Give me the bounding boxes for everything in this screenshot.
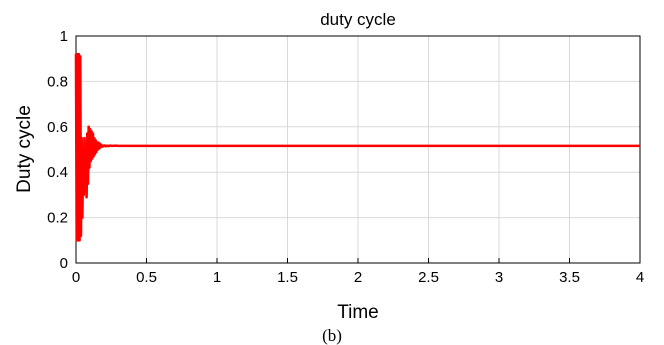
x-tick-label: 2.5 bbox=[418, 269, 439, 286]
x-tick-label: 0 bbox=[72, 269, 80, 286]
y-tick-label: 0 bbox=[60, 255, 68, 272]
y-tick-label: 0.4 bbox=[47, 164, 68, 181]
x-tick-label: 1.5 bbox=[277, 269, 298, 286]
y-tick-label: 1 bbox=[60, 28, 68, 45]
grid bbox=[76, 36, 640, 263]
duty-cycle-series-line bbox=[74, 52, 640, 242]
y-tick-label: 0.8 bbox=[47, 73, 68, 90]
figure-caption: (b) bbox=[322, 326, 342, 345]
x-axis-label: Time bbox=[337, 302, 379, 323]
y-tick-label: 0.2 bbox=[47, 210, 68, 227]
x-tick-label: 3.5 bbox=[559, 269, 580, 286]
x-tick-label: 2 bbox=[354, 269, 362, 286]
x-tick-label: 1 bbox=[213, 269, 221, 286]
y-axis-ticks: 0 0.2 0.4 0.6 0.8 1 bbox=[47, 28, 81, 272]
y-tick-label: 0.6 bbox=[47, 119, 68, 136]
x-tick-label: 0.5 bbox=[136, 269, 157, 286]
y-axis-label: Duty cycle bbox=[14, 105, 35, 193]
x-axis-ticks: 0 0.5 1 1.5 2 2.5 3 3.5 4 bbox=[72, 258, 644, 286]
x-tick-label: 4 bbox=[636, 269, 644, 286]
chart-title: duty cycle bbox=[320, 10, 396, 29]
x-tick-label: 3 bbox=[495, 269, 503, 286]
series-group bbox=[74, 52, 640, 242]
